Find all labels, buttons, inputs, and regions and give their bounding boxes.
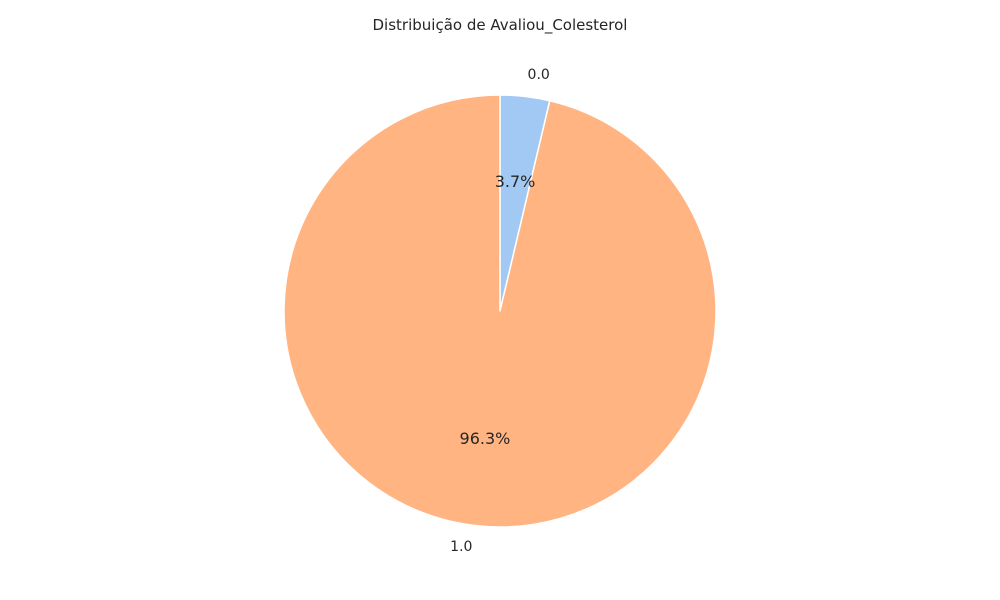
percent-label-1-0: 96.3% [460, 429, 511, 448]
pie-slices [283, 94, 717, 528]
category-label-1-0: 1.0 [450, 539, 472, 555]
category-label-0-0: 0.0 [528, 67, 550, 83]
percent-label-0-0: 3.7% [495, 172, 536, 191]
pie-slice-1-0 [283, 94, 717, 528]
chart-title: Distribuição de Avaliou_Colesterol [372, 16, 628, 34]
pie-labels: 0.0 3.7% 1.0 96.3% [450, 67, 550, 555]
